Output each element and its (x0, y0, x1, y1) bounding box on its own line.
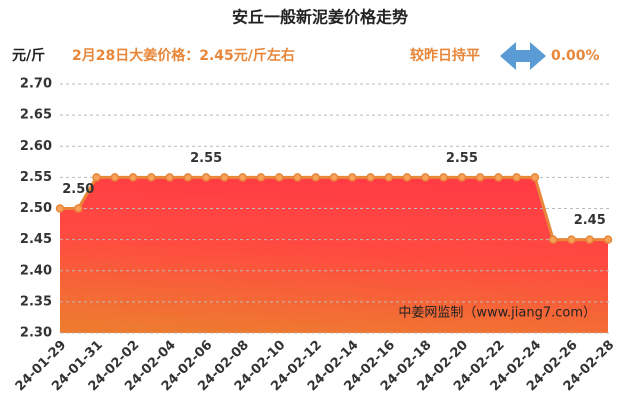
y-tick-label: 2.60 (20, 139, 52, 154)
y-tick-label: 2.40 (20, 263, 52, 278)
y-axis-label: 元/斤 (12, 47, 45, 64)
point (238, 173, 247, 182)
change-note: 较昨日持平 (410, 47, 480, 64)
data-label: 2.55 (190, 151, 222, 166)
point (457, 173, 467, 182)
point (329, 173, 339, 182)
plot: 2.302.352.402.452.502.552.602.652.7024-0… (13, 77, 618, 395)
point (74, 204, 83, 213)
point (274, 173, 284, 182)
point (147, 173, 156, 182)
point (366, 173, 375, 182)
data-label: 2.50 (62, 182, 94, 197)
point (475, 173, 485, 182)
point (494, 173, 503, 182)
point (293, 173, 302, 182)
price-note: 2月28日大姜价格：2.45元/斤左右 (72, 47, 295, 64)
point (110, 173, 120, 182)
point (421, 173, 430, 182)
point (530, 173, 540, 182)
point (55, 204, 65, 213)
y-tick-label: 2.50 (20, 201, 52, 216)
point (311, 173, 320, 182)
point (128, 173, 138, 182)
watermark: 中姜网监制（www.jiang7.com） (398, 306, 596, 321)
y-tick-label: 2.45 (20, 232, 52, 247)
point (165, 173, 174, 182)
point (220, 173, 229, 182)
point (567, 235, 576, 244)
change-value: 0.00% (551, 48, 600, 64)
arrow-icon (500, 42, 546, 70)
y-tick-label: 2.65 (20, 108, 52, 123)
point (439, 173, 448, 182)
data-label: 2.55 (446, 151, 478, 166)
point (348, 173, 357, 182)
y-tick-label: 2.35 (20, 294, 52, 309)
point (201, 173, 211, 182)
point (585, 235, 594, 244)
point (603, 235, 613, 244)
chart-title: 安丘一般新泥姜价格走势 (232, 8, 408, 27)
y-tick-label: 2.70 (20, 77, 52, 92)
point (92, 173, 101, 182)
point (384, 173, 394, 182)
y-tick-label: 2.55 (20, 170, 52, 185)
point (183, 173, 193, 182)
point (402, 173, 412, 182)
area-fill (60, 177, 608, 333)
point (256, 173, 266, 182)
point (512, 173, 521, 182)
point (548, 235, 558, 244)
data-label: 2.45 (574, 213, 606, 228)
y-tick-label: 2.30 (20, 326, 52, 341)
